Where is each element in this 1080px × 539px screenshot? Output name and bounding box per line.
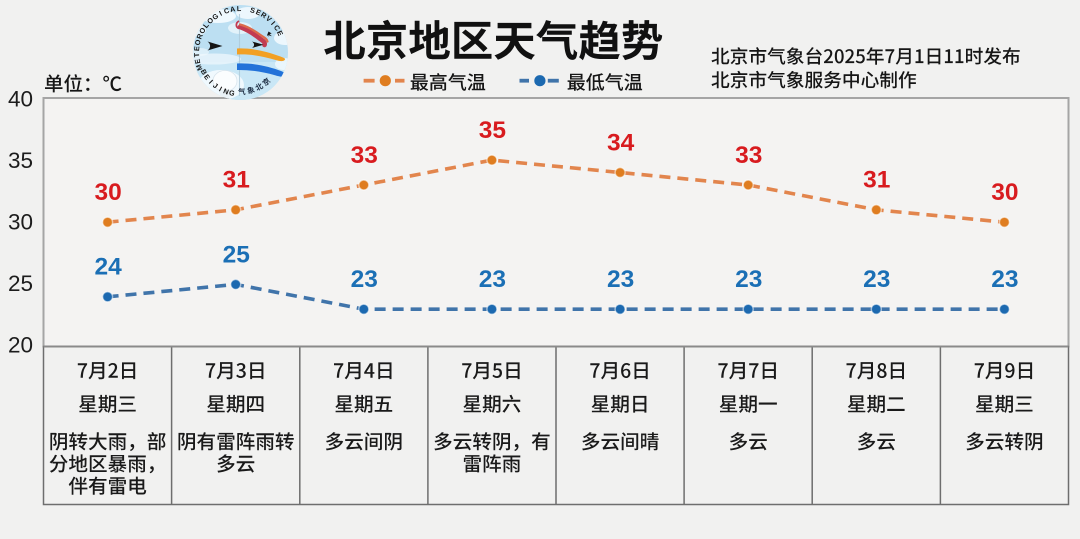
svg-text:34: 34: [607, 129, 635, 156]
svg-text:30: 30: [991, 179, 1018, 206]
svg-text:25: 25: [8, 271, 33, 296]
svg-text:31: 31: [863, 167, 890, 194]
svg-text:I: I: [218, 84, 224, 93]
svg-text:E: E: [275, 29, 285, 37]
svg-text:C: C: [272, 23, 282, 32]
svg-text:33: 33: [351, 142, 378, 169]
svg-text:O: O: [205, 15, 216, 26]
svg-text:C: C: [223, 6, 231, 16]
svg-text:B: B: [199, 68, 209, 77]
svg-text:L: L: [237, 4, 242, 13]
svg-text:31: 31: [223, 167, 250, 194]
svg-text:E: E: [254, 7, 262, 17]
svg-text:20: 20: [8, 332, 33, 357]
svg-text:G: G: [228, 88, 236, 98]
svg-text:35: 35: [8, 148, 33, 173]
svg-text:23: 23: [991, 266, 1018, 293]
svg-text:N: N: [222, 86, 230, 96]
svg-text:O: O: [193, 38, 203, 46]
svg-text:M: M: [194, 63, 205, 72]
svg-text:O: O: [197, 26, 208, 36]
svg-text:25: 25: [223, 241, 250, 268]
svg-text:R: R: [194, 32, 205, 41]
svg-text:30: 30: [8, 209, 33, 234]
svg-text:S: S: [249, 5, 256, 15]
svg-text:23: 23: [735, 266, 762, 293]
svg-text:33: 33: [735, 142, 762, 169]
svg-text:23: 23: [863, 266, 890, 293]
svg-text:V: V: [264, 14, 274, 24]
svg-text:A: A: [229, 4, 236, 14]
svg-text:L: L: [201, 20, 211, 29]
svg-text:G: G: [210, 11, 220, 22]
svg-text:I: I: [207, 78, 215, 86]
svg-text:E: E: [192, 46, 201, 52]
svg-text:24: 24: [94, 254, 122, 281]
svg-text:J: J: [211, 81, 220, 91]
svg-text:30: 30: [94, 179, 121, 206]
svg-text:40: 40: [8, 86, 33, 111]
svg-text:23: 23: [479, 266, 506, 293]
svg-text:23: 23: [351, 266, 378, 293]
svg-text:35: 35: [479, 117, 506, 144]
svg-text:I: I: [269, 19, 277, 27]
svg-text:I: I: [218, 9, 224, 18]
svg-text:R: R: [259, 10, 269, 21]
svg-text:E: E: [202, 73, 212, 82]
svg-text:T: T: [192, 52, 201, 58]
svg-text:23: 23: [607, 266, 634, 293]
svg-text:E: E: [193, 58, 203, 65]
